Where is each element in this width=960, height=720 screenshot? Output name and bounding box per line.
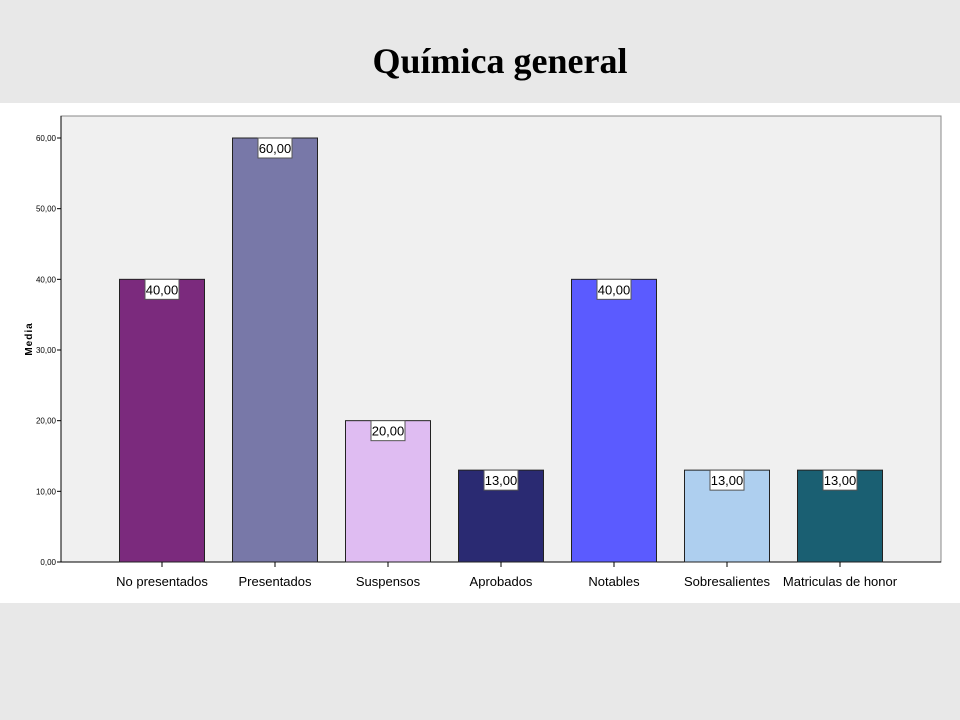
x-tick-label: Aprobados xyxy=(470,574,533,589)
data-label: 13,00 xyxy=(711,473,744,488)
data-label-box xyxy=(144,278,180,300)
bar xyxy=(119,278,205,563)
bars: 40,00 60,00 20,00 13,00 40,00 13,00 13,00 xyxy=(119,137,883,563)
data-label: 13,00 xyxy=(485,473,518,488)
data-label: 60,00 xyxy=(259,141,292,156)
x-tick-label: Presentados xyxy=(239,574,312,589)
data-label-box xyxy=(822,469,858,491)
y-tick-label: 50,00 xyxy=(36,205,57,214)
bar xyxy=(232,137,318,563)
y-tick-label: 10,00 xyxy=(36,487,57,496)
data-label-box xyxy=(370,420,406,442)
data-label-box xyxy=(257,137,293,159)
bar xyxy=(571,278,657,563)
data-label-box xyxy=(709,469,745,491)
y-tick-label: 40,00 xyxy=(36,275,57,284)
y-tick-label: 60,00 xyxy=(36,134,57,143)
data-label: 20,00 xyxy=(372,424,405,439)
y-ticks: 0,00 10,00 20,00 30,00 40,00 50,00 60,00 xyxy=(36,134,61,567)
x-tick-label: Suspensos xyxy=(356,574,421,589)
x-ticks: No presentados Presentados Suspensos Aproba… xyxy=(116,562,898,589)
y-tick-label: 20,00 xyxy=(36,417,57,426)
title-band xyxy=(0,0,960,103)
chart-title: Química general xyxy=(372,41,628,81)
data-label: 40,00 xyxy=(598,282,631,297)
data-label-box xyxy=(483,469,519,491)
y-axis-label: Media xyxy=(24,322,35,355)
data-label: 13,00 xyxy=(824,473,857,488)
x-tick-label: No presentados xyxy=(116,574,208,589)
y-tick-label: 0,00 xyxy=(40,558,56,567)
data-label: 40,00 xyxy=(146,282,179,297)
bar xyxy=(345,420,431,563)
data-label-box xyxy=(596,278,632,300)
y-tick-label: 30,00 xyxy=(36,346,57,355)
x-tick-label: Notables xyxy=(588,574,640,589)
x-tick-label: Sobresalientes xyxy=(684,574,770,589)
x-tick-label: Matriculas de honor xyxy=(783,574,898,589)
